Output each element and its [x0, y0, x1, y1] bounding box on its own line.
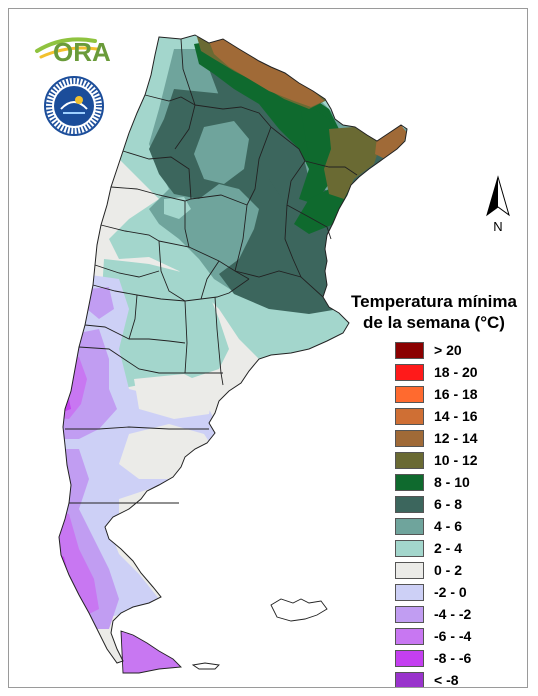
north-label: N [493, 219, 502, 234]
legend-swatch [395, 517, 424, 535]
legend: > 20 18 - 20 16 - 18 14 - 16 12 - 14 10 - 12 8… [395, 339, 478, 688]
legend-item: -2 - 0 [395, 581, 478, 603]
legend-item: 6 - 8 [395, 493, 478, 515]
legend-swatch [395, 451, 424, 469]
legend-item: -8 - -6 [395, 647, 478, 669]
legend-label: 8 - 10 [434, 474, 470, 490]
legend-item: 18 - 20 [395, 361, 478, 383]
legend-swatch [395, 473, 424, 491]
legend-item: -4 - -2 [395, 603, 478, 625]
legend-item: 14 - 16 [395, 405, 478, 427]
legend-swatch [395, 429, 424, 447]
map-frame: ORA N Temperatura mínima de la semana (°… [8, 8, 528, 688]
legend-label: < -8 [434, 672, 459, 688]
ora-logo: ORA [35, 37, 111, 67]
legend-item: > 20 [395, 339, 478, 361]
smn-seal-logo [44, 76, 104, 136]
legend-title: Temperatura mínima de la semana (°C) [339, 291, 527, 333]
legend-label: 6 - 8 [434, 496, 463, 512]
legend-item: 16 - 18 [395, 383, 478, 405]
legend-label: > 20 [434, 342, 462, 358]
legend-label: -6 - -4 [434, 628, 472, 644]
legend-label: 14 - 16 [434, 408, 478, 424]
legend-item: 8 - 10 [395, 471, 478, 493]
legend-item: 10 - 12 [395, 449, 478, 471]
legend-swatch [395, 385, 424, 403]
legend-label: 18 - 20 [434, 364, 478, 380]
ora-swoosh-icon [35, 37, 97, 53]
ora-logo-text: ORA [53, 37, 111, 67]
legend-swatch [395, 627, 424, 645]
legend-swatch [395, 539, 424, 557]
north-arrow-icon: N [486, 175, 510, 234]
legend-swatch [395, 671, 424, 687]
legend-swatch [395, 407, 424, 425]
legend-label: 12 - 14 [434, 430, 478, 446]
legend-item: -6 - -4 [395, 625, 478, 647]
legend-label: 16 - 18 [434, 386, 478, 402]
legend-item: 4 - 6 [395, 515, 478, 537]
legend-label: -4 - -2 [434, 606, 472, 622]
legend-item: 0 - 2 [395, 559, 478, 581]
legend-item: 12 - 14 [395, 427, 478, 449]
legend-swatch [395, 341, 424, 359]
legend-swatch [395, 495, 424, 513]
legend-item: < -8 [395, 669, 478, 688]
legend-label: 4 - 6 [434, 518, 463, 534]
legend-label: -8 - -6 [434, 650, 472, 666]
legend-title-line2: de la semana (°C) [363, 313, 505, 332]
legend-swatch [395, 583, 424, 601]
legend-label: 0 - 2 [434, 562, 463, 578]
legend-swatch [395, 561, 424, 579]
legend-swatch [395, 363, 424, 381]
legend-label: -2 - 0 [434, 584, 467, 600]
legend-swatch [395, 605, 424, 623]
legend-label: 10 - 12 [434, 452, 478, 468]
legend-label: 2 - 4 [434, 540, 463, 556]
argentina-temperature-map [58, 34, 408, 674]
legend-title-line1: Temperatura mínima [351, 292, 517, 311]
legend-swatch [395, 649, 424, 667]
legend-item: 2 - 4 [395, 537, 478, 559]
